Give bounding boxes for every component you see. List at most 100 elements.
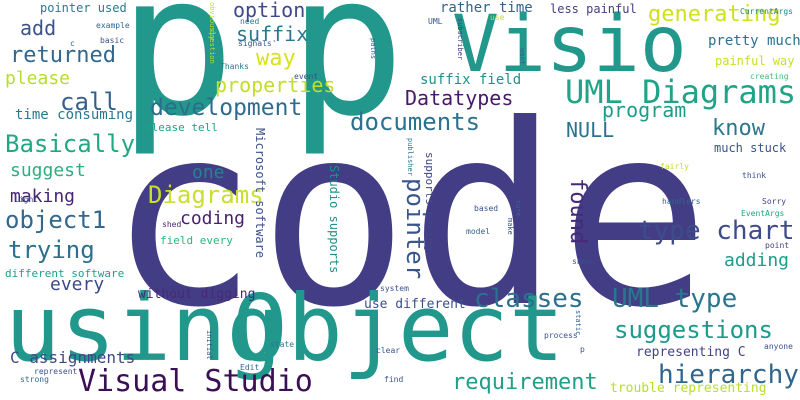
word-code: code (108, 71, 711, 362)
word-pretty-much: pretty much (708, 33, 800, 49)
word-datatypes: Datatypes (405, 86, 514, 110)
word-one: one (192, 162, 225, 183)
word-shed: shed (162, 220, 182, 229)
word-event: event (294, 72, 319, 81)
word-strong: strong (20, 375, 49, 384)
word-add: add (20, 16, 57, 40)
word-fairly: fairly (660, 162, 689, 171)
word-use-different: use different (364, 297, 466, 312)
word-object: Object (232, 275, 565, 382)
word-program: program (602, 98, 687, 122)
word-uml-small: UML (428, 17, 443, 26)
word-much-stuck: much stuck (714, 141, 787, 155)
word-find: find (384, 375, 404, 384)
word-c-assignments: C assignments (10, 348, 136, 367)
word-obviously: obviously (208, 2, 216, 40)
word-null: NULL (566, 118, 615, 142)
word-basically: Basically (5, 130, 136, 158)
word-uml-diagrams: UML Diagrams (565, 73, 797, 111)
word-light: light (14, 195, 39, 204)
word-diagrams: Diagrams (148, 181, 264, 209)
word-need: need (240, 17, 260, 26)
word-properties: properties (215, 73, 336, 97)
word-question: question (208, 30, 216, 64)
word-uml-type: UML type (612, 284, 738, 314)
word-p-small: p (580, 345, 585, 354)
word-hierarchy: hierarchy (658, 360, 799, 390)
word-pointer-used: pointer used (40, 1, 127, 15)
word-clear: clear (376, 346, 401, 355)
word-publisher: publisher (406, 138, 414, 176)
word-subscriber: subscriber (456, 18, 464, 61)
word-different-software: different software (5, 267, 125, 280)
word-every: every (50, 274, 105, 295)
word-represent: represent (34, 367, 78, 376)
word-model: model (466, 227, 491, 236)
word-documents: documents (350, 108, 481, 136)
word-paths: paths (369, 38, 377, 60)
word-think: think (742, 171, 767, 180)
word-sure: sure (514, 200, 522, 217)
word-eventargs: EventArgs (741, 209, 785, 218)
word-visual-studio: Visual Studio (78, 364, 313, 399)
word-visio: Visio (452, 0, 687, 90)
word-handlers: handlers (662, 197, 701, 206)
word-found: found (565, 178, 590, 245)
word-suffix-big: suffix (236, 22, 309, 46)
word-use-small: use (490, 13, 505, 22)
word-system: system (380, 284, 409, 293)
word-trying: trying (8, 236, 95, 264)
word-representing-c: representing C (636, 345, 746, 360)
word-suggest: suggest (10, 160, 86, 181)
word-requirement: requirement (452, 370, 598, 395)
word-microsoft-software: Microsoft software (253, 128, 267, 259)
word-using: using (5, 275, 282, 382)
word-type-chart: type chart (638, 216, 795, 246)
word-less-painful: less painful (550, 2, 637, 16)
word-point: point (765, 241, 790, 250)
word-currentargs: CurrentArgs (740, 7, 793, 16)
word-thanks: Thanks (220, 62, 249, 71)
word-making: making (10, 186, 76, 207)
word-returned: returned (10, 43, 116, 68)
word-make: make (506, 218, 514, 235)
word-time-consuming: time consuming (15, 107, 134, 123)
word-way: way (256, 46, 296, 71)
word-know: know (712, 116, 765, 141)
word-basic: basic (100, 36, 125, 45)
word-without-digging: without digging (138, 287, 256, 302)
word-creating: creating (750, 72, 789, 81)
word-rather-time: rather time (440, 0, 533, 16)
word-studio-supports: Studio supports (327, 165, 341, 274)
word-trouble-representing: trouble representing (610, 381, 767, 396)
word-signals: signals' (238, 39, 277, 48)
word-pointer: pointer (401, 178, 429, 280)
word-painful-way: painful way (715, 54, 795, 68)
word-call: call (60, 88, 118, 116)
word-p-2: p (288, 0, 406, 159)
word-state: state (270, 340, 295, 349)
word-adding: adding (724, 250, 790, 271)
word-sorry: Sorry (762, 197, 787, 206)
word-suggestions: suggestions (614, 316, 773, 344)
word-generating: generating (648, 2, 781, 27)
word-static: static (574, 310, 582, 336)
word-suffix-field: suffix field (420, 72, 522, 88)
word-anyone: anyone (764, 342, 793, 351)
word-supports-making: supports making (423, 152, 436, 252)
word-classes: classes (474, 284, 584, 314)
word-show: show (572, 257, 592, 266)
word-please-tell: please tell (145, 121, 218, 134)
word-p-1: p (118, 0, 236, 159)
word-coding: coding (180, 208, 246, 229)
word-option: option (233, 0, 306, 22)
word-field-every: field every (160, 234, 233, 247)
word-based: based (474, 204, 499, 213)
word-edit: Edit (240, 363, 260, 372)
word-please: please (5, 68, 71, 89)
word-process: process (544, 331, 578, 340)
word-c-small: c (70, 39, 75, 48)
word-want: want (518, 48, 526, 65)
word-development: development (150, 95, 303, 121)
